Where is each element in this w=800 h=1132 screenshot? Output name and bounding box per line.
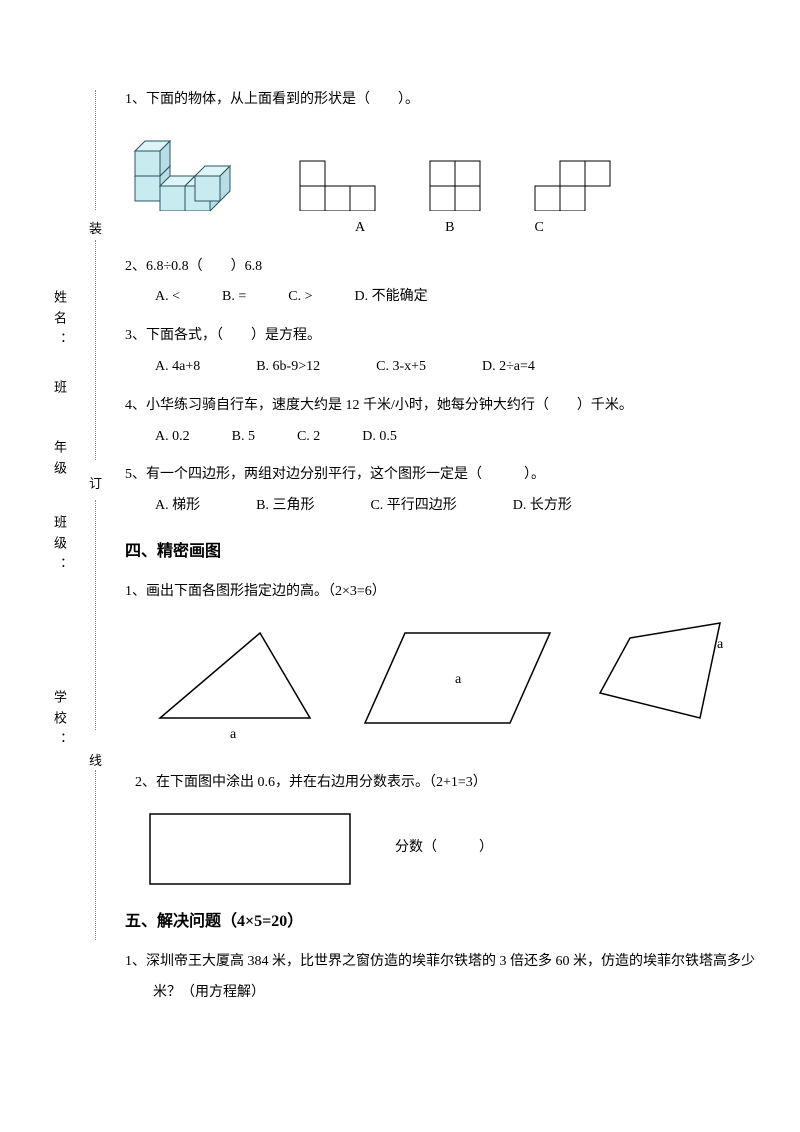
parallelogram-label-a: a bbox=[455, 672, 462, 687]
fraction-label: 分数（ ） bbox=[395, 833, 493, 864]
question-1: 1、下面的物体，从上面看到的形状是（ ）。 bbox=[125, 85, 755, 244]
q4-options: A. 0.2 B. 5 C. 2 D. 0.5 bbox=[125, 422, 755, 453]
section4-q2: 2、在下面图中涂出 0.6，并在右边用分数表示。（2+1=3） bbox=[125, 768, 755, 799]
q1-label-b: B bbox=[445, 213, 454, 244]
q1-text: 1、下面的物体，从上面看到的形状是（ ）。 bbox=[125, 85, 755, 116]
fraction-rectangle bbox=[145, 809, 355, 889]
sidebar-ban-label: 班 bbox=[50, 380, 69, 401]
sidebar-class-label: 班级： bbox=[50, 515, 69, 578]
question-3: 3、下面各式，（ ）是方程。 A. 4a+8 B. 6b-9>12 C. 3-x… bbox=[125, 321, 755, 383]
section4-q1: 1、画出下面各图形指定边的高。（2×3=6） bbox=[125, 577, 755, 608]
question-2: 2、6.8÷0.8（ ）6.8 A. < B. = C. > D. 不能确定 bbox=[125, 252, 755, 314]
q5-text: 5、有一个四边形，两组对边分别平行，这个图形一定是（ ）。 bbox=[125, 460, 755, 491]
q3-options: A. 4a+8 B. 6b-9>12 C. 3-x+5 D. 2÷a=4 bbox=[125, 352, 755, 383]
question-4: 4、小华练习骑自行车，速度大约是 12 千米/小时，她每分钟大约行（ ）千米。 … bbox=[125, 391, 755, 453]
triangle-shape: a bbox=[140, 618, 330, 748]
q2-options: A. < B. = C. > D. 不能确定 bbox=[125, 282, 755, 313]
q1-option-b-shape bbox=[425, 156, 490, 211]
section4-title: 四、精密画图 bbox=[125, 534, 755, 569]
sidebar-name-label: 姓名： bbox=[50, 290, 69, 353]
q3-text: 3、下面各式，（ ）是方程。 bbox=[125, 321, 755, 352]
section5-q1: 1、深圳帝王大厦高 384 米，比世界之窗仿造的埃菲尔铁塔的 3 倍还多 60 … bbox=[153, 947, 755, 1009]
q1-option-a-shape bbox=[295, 156, 385, 211]
q5-options: A. 梯形 B. 三角形 C. 平行四边形 D. 长方形 bbox=[125, 491, 755, 522]
q4-text: 4、小华练习骑自行车，速度大约是 12 千米/小时，她每分钟大约行（ ）千米。 bbox=[125, 391, 755, 422]
q2-text: 2、6.8÷0.8（ ）6.8 bbox=[125, 252, 755, 283]
q1-cube-figure bbox=[125, 126, 255, 211]
q1-label-a: A bbox=[355, 213, 365, 244]
parallelogram-shape: a bbox=[360, 618, 560, 738]
question-5: 5、有一个四边形，两组对边分别平行，这个图形一定是（ ）。 A. 梯形 B. 三… bbox=[125, 460, 755, 522]
section5-title: 五、解决问题（4×5=20） bbox=[125, 904, 755, 939]
quadrilateral-shape: a bbox=[590, 618, 740, 738]
q1-option-c-shape bbox=[530, 156, 620, 211]
q1-label-c: C bbox=[534, 213, 543, 244]
triangle-label-a: a bbox=[230, 727, 237, 742]
sidebar-grade-label: 年级 bbox=[50, 440, 69, 482]
quad-label-a: a bbox=[717, 637, 724, 652]
sidebar-school-label: 学校： bbox=[50, 690, 69, 753]
